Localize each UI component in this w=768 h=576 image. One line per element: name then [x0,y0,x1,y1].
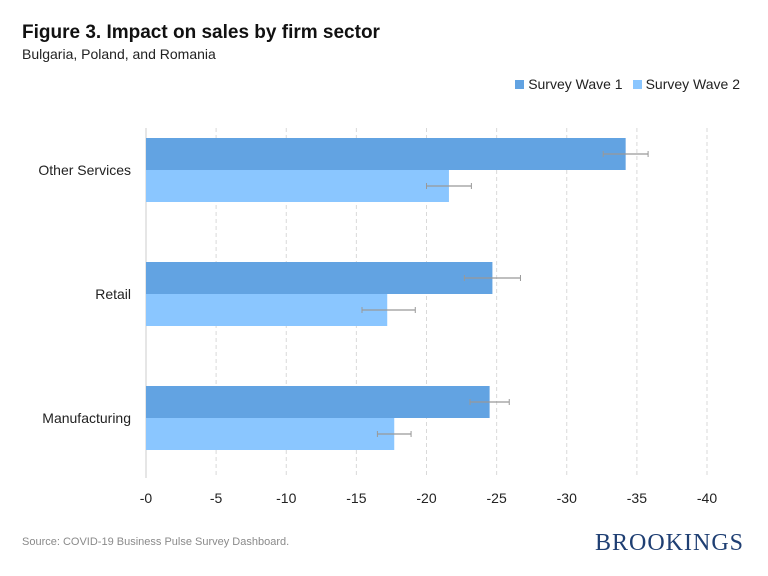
x-tick-label: -25 [487,490,507,506]
x-tick-label: -10 [276,490,296,506]
brookings-logo: BROOKINGS [594,530,744,556]
x-tick-label: -40 [697,490,717,506]
x-tick-label: -0 [140,490,153,506]
legend-swatch [632,80,642,89]
legend-item-wave1: Survey Wave 1 [515,76,623,92]
chart-subtitle: Bulgaria, Poland, and Romania [22,46,216,62]
x-tick-label: -30 [557,490,577,506]
bar-1 [146,386,490,418]
source-note: Source: COVID-19 Business Pulse Survey D… [22,536,290,548]
legend-label: Survey Wave 2 [645,76,740,92]
legend: Survey Wave 1 Survey Wave 2 [515,76,740,92]
bar-1 [146,262,493,294]
chart-title: Figure 3. Impact on sales by firm sector [22,22,380,43]
bar-2 [146,170,449,202]
x-tick-label: -5 [210,490,223,506]
category-label: Retail [95,286,131,302]
legend-label: Survey Wave 1 [528,76,623,92]
x-tick-label: -15 [346,490,366,506]
legend-item-wave2: Survey Wave 2 [632,76,740,92]
category-label: Manufacturing [42,410,131,426]
bar-2 [146,418,395,450]
bar-1 [146,138,626,170]
category-label: Other Services [38,162,131,178]
legend-swatch [515,80,525,89]
x-tick-label: -20 [416,490,436,506]
bar-2 [146,294,388,326]
x-tick-label: -35 [627,490,647,506]
